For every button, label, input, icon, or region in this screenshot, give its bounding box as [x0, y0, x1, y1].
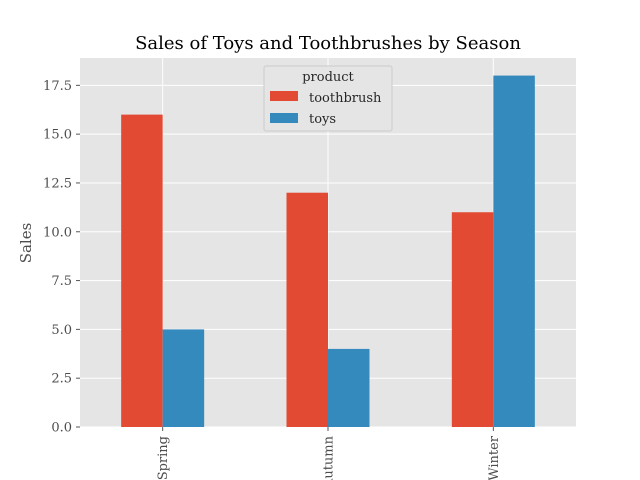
bar-toothbrush-spring	[121, 114, 163, 427]
y-tick-label: 7.5	[51, 274, 72, 289]
x-tick-label: Spring	[156, 436, 171, 480]
y-tick-label: 2.5	[51, 372, 72, 387]
legend-label-toys: toys	[309, 112, 336, 127]
legend-swatch-toys	[270, 113, 298, 123]
y-tick-label: 10.0	[43, 225, 72, 240]
bar-toys-spring	[162, 329, 205, 427]
x-tick-label: Winter	[487, 435, 502, 480]
y-tick-label: 15.0	[43, 128, 72, 143]
x-axis-ticks: Spring Autumn Winter	[156, 427, 502, 480]
bar-toothbrush-autumn	[286, 192, 328, 427]
bar-toys-winter	[493, 75, 535, 428]
y-tick-label: 12.5	[43, 176, 72, 191]
x-tick-label: Autumn	[322, 435, 337, 480]
bars	[121, 75, 535, 428]
y-tick-label: 17.5	[43, 79, 72, 94]
y-axis-label: Sales	[17, 223, 35, 264]
y-tick-label: 5.0	[51, 323, 72, 338]
bar-toothbrush-winter	[451, 212, 494, 427]
legend-title: product	[302, 70, 354, 85]
y-axis-ticks: 0.0 2.5 5.0 7.5 10.0 12.5 15.0 17.5	[43, 79, 80, 436]
legend-swatch-toothbrush	[270, 91, 298, 101]
chart-title: Sales of Toys and Toothbrushes by Season	[135, 33, 521, 54]
bar-toys-autumn	[328, 348, 370, 427]
legend-label-toothbrush: toothbrush	[309, 91, 382, 106]
legend: product toothbrush toys	[263, 65, 393, 132]
y-tick-label: 0.0	[51, 421, 72, 436]
